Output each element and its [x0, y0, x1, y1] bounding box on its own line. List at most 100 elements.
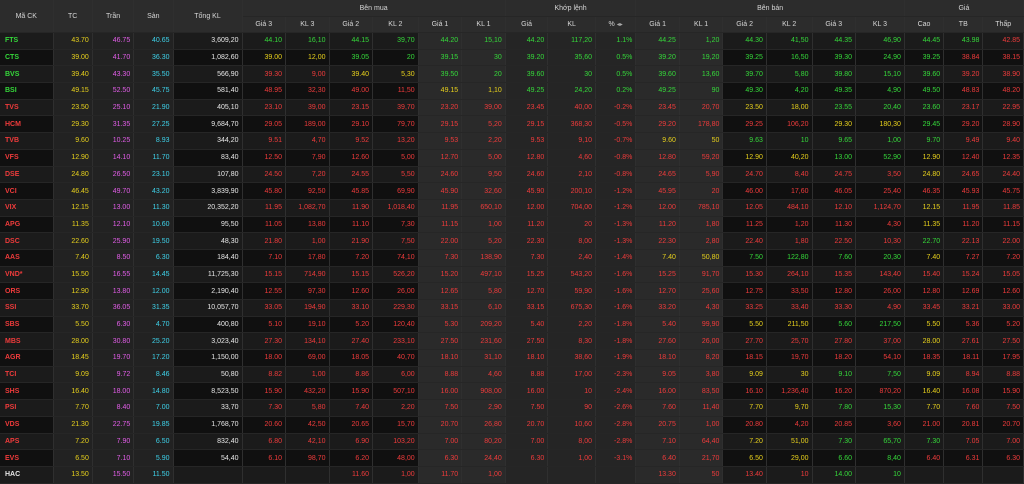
bid-cell: 231,60 [461, 332, 506, 351]
sort-icon[interactable]: ◂▸ [616, 22, 623, 28]
table-row[interactable]: MBS 28.00 30.80 25.20 3,023,40 27.30 134,10 27.… [0, 332, 1024, 351]
table-row[interactable]: SBS 5.50 6.30 4.70 400,80 5.10 19,10 5.20 120,40… [0, 316, 1024, 334]
bid-cell: 26,80 [461, 416, 506, 434]
ceiling-price-cell: 7.10 [92, 449, 135, 467]
header-ask-col[interactable]: KL 1 [679, 16, 724, 33]
floor-price-cell: 7.00 [133, 399, 174, 417]
bid-cell: 79,70 [372, 115, 419, 134]
table-row[interactable]: BSI 49.15 52.50 45.75 581,40 48.95 32,30 49.00 1… [0, 82, 1024, 100]
header-bid-col[interactable]: KL 3 [285, 16, 330, 33]
table-row[interactable]: DSC 22.60 25.90 19.50 48,30 21.80 1,00 21.90 7,5… [0, 232, 1024, 250]
price-stat-cell: 28.00 [904, 332, 945, 351]
table-row[interactable]: AAS 7.40 8.50 6.30 184,40 7.10 17,80 7.20 74,10 7… [0, 249, 1024, 267]
table-row[interactable]: VCI 46.45 49.70 43.20 3,839,90 45.80 92,50 45.8… [0, 182, 1024, 200]
table-row[interactable]: VFS 12.90 14.10 11.70 83,40 12.50 7,90 12.60 5,0… [0, 149, 1024, 167]
table-row[interactable]: CTS 39.00 41.70 36.30 1,082,60 39.00 12,00 39.0… [0, 49, 1024, 67]
ask-cell: 39.20 [635, 49, 680, 67]
header-bid-col[interactable]: Giá 2 [329, 16, 374, 33]
bid-cell: 1,00 [372, 466, 419, 484]
header-floor[interactable]: Sàn [133, 0, 174, 33]
header-ask-col[interactable]: KL 3 [855, 16, 905, 33]
ask-cell: 9.60 [635, 132, 680, 150]
table-row[interactable]: SSI 33.70 36.05 31.35 10,057,70 33.05 194,90 33… [0, 299, 1024, 317]
bid-cell: 11.60 [329, 466, 374, 484]
table-row[interactable]: TCI 9.09 9.72 8.46 50,80 8.82 1,00 8.86 6,00 8.88… [0, 366, 1024, 384]
ask-cell: 8,40 [855, 449, 905, 467]
ask-cell: 33,40 [766, 299, 813, 317]
bid-cell: 6,10 [461, 299, 506, 317]
table-row[interactable]: APS 7.20 7.90 6.50 832,40 6.80 42,10 6.90 103,20… [0, 433, 1024, 451]
table-row[interactable]: VIX 12.15 13.00 11.30 20,352,20 11.95 1,082,70… [0, 199, 1024, 217]
table-row[interactable]: VDS 21.30 22.75 19.85 1,768,70 20.60 42,50 20.6… [0, 416, 1024, 434]
ask-cell: 22.30 [635, 232, 680, 250]
header-match-percent[interactable]: % ◂▸ [595, 16, 637, 33]
header-match-col[interactable]: KL [547, 16, 597, 33]
header-ceil[interactable]: Trần [92, 0, 135, 33]
match-cell: 24,20 [547, 82, 597, 100]
table-row[interactable]: HCM 29.30 31.35 27.25 9,684,70 29.05 189,00 29.… [0, 115, 1024, 134]
header-ask-col[interactable]: KL 2 [766, 16, 813, 33]
price-stat-cell: 9.70 [904, 132, 945, 150]
table-row[interactable]: APG 11.35 12.10 10.60 95,50 11.05 13,80 11.10 7,… [0, 216, 1024, 234]
match-cell: 23.45 [505, 99, 549, 117]
header-ask-col[interactable]: Giá 1 [635, 16, 680, 33]
header-total[interactable]: Tổng KL [173, 0, 243, 33]
bid-cell: 908,00 [461, 382, 506, 401]
table-row[interactable]: HAC 13.50 15.50 11.50 11.60 1,00 11.70 1,00 13.3… [0, 466, 1024, 484]
table-row[interactable]: ORS 12.90 13.80 12.00 2,190,40 12.55 97,30 12.6… [0, 282, 1024, 300]
header-bid-col[interactable]: KL 2 [372, 16, 419, 33]
table-row[interactable]: EVS 6.50 7.10 5.90 54,40 6.10 98,70 6.20 48,00 6.… [0, 449, 1024, 467]
price-stat-cell: 46.35 [904, 182, 945, 200]
price-stat-cell: 22.13 [943, 232, 984, 250]
ask-cell: 7.80 [812, 399, 857, 417]
header-price-col[interactable]: TB [943, 16, 984, 33]
match-cell: 2,10 [547, 166, 597, 184]
bid-cell: 13,80 [285, 216, 330, 234]
ceiling-price-cell: 22.75 [92, 416, 135, 434]
table-row[interactable]: TVS 23.50 25.10 21.90 405,10 23.10 39,00 23.15 3… [0, 99, 1024, 117]
price-stat-cell: 7.27 [943, 249, 984, 267]
header-ref[interactable]: TC [53, 0, 93, 33]
price-stat-cell: 48.20 [982, 82, 1024, 100]
symbol-cell: DSC [0, 232, 54, 250]
table-row[interactable]: BVS 39.40 43.30 35.50 566,90 39.30 9,00 39.40 5,… [0, 65, 1024, 84]
table-row[interactable]: VND* 15.50 16.55 14.45 11,725,30 15.15 714,90 1… [0, 266, 1024, 284]
ref-price-cell: 39.00 [53, 49, 93, 67]
match-cell: 12.00 [505, 199, 549, 217]
table-row[interactable]: PSI 7.70 8.40 7.00 33,70 7.30 5,80 7.40 2,20 7.50… [0, 399, 1024, 417]
header-price-col[interactable]: Thấp [982, 16, 1024, 33]
header-bid-col[interactable]: Giá 1 [418, 16, 463, 33]
header-price-col[interactable]: Cao [904, 16, 945, 33]
ask-cell: 3,60 [855, 416, 905, 434]
total-volume-cell: 54,40 [173, 449, 243, 467]
ref-price-cell: 9.09 [53, 366, 93, 384]
header-bid-col[interactable]: KL 1 [461, 16, 506, 33]
symbol-cell: AAS [0, 249, 54, 267]
ask-cell: 264,10 [766, 266, 813, 284]
price-stat-cell: 38.84 [943, 49, 984, 67]
header-symbol[interactable]: Mã CK [0, 0, 54, 33]
ref-price-cell: 28.00 [53, 332, 93, 351]
ask-cell: 1,00 [855, 132, 905, 150]
price-stat-cell: 15.24 [943, 266, 984, 284]
bid-cell: 23.10 [242, 99, 287, 117]
table-row[interactable]: AGR 18.45 19.70 17.20 1,150,00 18.00 69,00 18.0… [0, 349, 1024, 367]
ask-cell: 14.00 [812, 466, 857, 484]
symbol-cell: VIX [0, 199, 54, 217]
ask-cell: 24.70 [722, 166, 767, 184]
bid-cell: 30 [461, 49, 506, 67]
table-row[interactable]: DSE 24.80 26.50 23.10 107,80 24.50 7,20 24.55 5,… [0, 166, 1024, 184]
ask-cell: 1,80 [766, 232, 813, 250]
header-ask-col[interactable]: Giá 3 [812, 16, 857, 33]
ask-cell: 13.30 [635, 466, 680, 484]
match-cell: -1.6% [595, 266, 637, 284]
price-stat-cell: 12.15 [904, 199, 945, 217]
header-match-col[interactable]: Giá [505, 16, 549, 33]
match-cell: 1.1% [595, 32, 637, 50]
table-row[interactable]: SHS 16.40 18.00 14.80 8,523,50 15.90 432,20 15.… [0, 382, 1024, 401]
table-row[interactable]: TVB 9.60 10.25 8.93 344,20 9.51 4,70 9.52 13,20 9… [0, 132, 1024, 150]
header-bid-col[interactable]: Giá 3 [242, 16, 287, 33]
header-ask-col[interactable]: Giá 2 [722, 16, 767, 33]
price-stat-cell: 6.31 [943, 449, 984, 467]
table-row[interactable]: FTS 43.70 46.75 40.65 3,609,20 44.10 16,10 44.1… [0, 32, 1024, 50]
